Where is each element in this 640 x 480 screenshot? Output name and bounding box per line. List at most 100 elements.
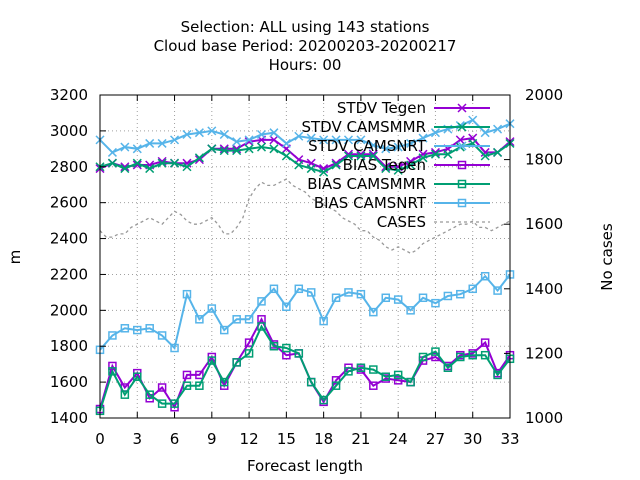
data-point bbox=[480, 151, 490, 161]
data-point bbox=[244, 315, 254, 324]
data-point bbox=[244, 349, 254, 358]
x-tick-label: 24 bbox=[389, 430, 408, 448]
data-point bbox=[369, 307, 378, 317]
data-point bbox=[368, 151, 378, 161]
chart-title-line: Cloud base Period: 20200203-20200217 bbox=[154, 37, 457, 55]
legend-label: BIAS CAMSMMR bbox=[307, 175, 426, 193]
y2-tick-label: 1800 bbox=[525, 151, 563, 169]
y2-tick-label: 1600 bbox=[525, 215, 563, 233]
series-line bbox=[99, 273, 511, 351]
y-tick-label: 2400 bbox=[50, 230, 88, 248]
data-point bbox=[493, 370, 502, 380]
data-point bbox=[120, 162, 130, 172]
data-point bbox=[430, 149, 440, 159]
y-tick-label: 1600 bbox=[50, 373, 88, 391]
data-point bbox=[381, 164, 391, 174]
data-point bbox=[418, 293, 428, 303]
data-point bbox=[468, 350, 477, 360]
data-point bbox=[282, 343, 291, 353]
data-point bbox=[368, 140, 378, 150]
x-tick-label: 15 bbox=[277, 430, 296, 448]
data-point bbox=[157, 399, 167, 408]
data-point bbox=[406, 138, 416, 148]
y-tick-label: 2600 bbox=[50, 194, 88, 212]
data-point bbox=[393, 370, 403, 380]
data-point bbox=[170, 135, 180, 145]
data-point bbox=[182, 289, 192, 299]
x-tick-label: 21 bbox=[351, 430, 370, 448]
axis-ticks: 0 3 6 9 12 15 18 21 24 27 30 33 1400 1600 1800 2000 2200… bbox=[50, 86, 563, 448]
data-point bbox=[331, 381, 341, 390]
data-point bbox=[319, 316, 328, 326]
data-point bbox=[381, 162, 391, 172]
data-point bbox=[145, 138, 155, 148]
data-point bbox=[356, 289, 366, 299]
data-point bbox=[480, 271, 490, 281]
data-point bbox=[418, 153, 428, 163]
data-point bbox=[120, 164, 130, 174]
legend-label: STDV CAMSNRT bbox=[308, 137, 427, 155]
y-tick-label: 2800 bbox=[50, 158, 88, 176]
data-point bbox=[207, 126, 217, 136]
data-point bbox=[331, 293, 341, 303]
y2-tick-label: 1400 bbox=[525, 280, 563, 298]
data-point bbox=[294, 160, 304, 170]
data-point bbox=[269, 128, 279, 138]
series-line bbox=[99, 324, 511, 412]
x-tick-label: 0 bbox=[95, 430, 105, 448]
data-point bbox=[443, 291, 453, 301]
legend-label: STDV Tegen bbox=[337, 99, 426, 117]
data-point bbox=[418, 149, 428, 159]
data-point bbox=[369, 365, 378, 374]
chart-title-line: Selection: ALL using 143 stations bbox=[181, 18, 430, 36]
data-point bbox=[356, 363, 366, 373]
data-point bbox=[344, 288, 353, 297]
x-tick-label: 9 bbox=[207, 430, 217, 448]
y2-tick-label: 1200 bbox=[525, 344, 563, 362]
data-point bbox=[393, 142, 403, 152]
y-tick-label: 3200 bbox=[50, 86, 88, 104]
data-point bbox=[431, 347, 440, 356]
data-point bbox=[133, 372, 142, 381]
data-point bbox=[232, 146, 242, 156]
data-point bbox=[406, 160, 416, 170]
data-point bbox=[430, 128, 440, 138]
data-point bbox=[132, 158, 142, 168]
data-point bbox=[480, 147, 490, 157]
data-point bbox=[480, 338, 490, 347]
data-point bbox=[120, 390, 130, 399]
data-point bbox=[269, 144, 279, 154]
series-line bbox=[99, 118, 511, 154]
data-point bbox=[157, 383, 167, 392]
data-point bbox=[120, 142, 130, 152]
data-point bbox=[294, 284, 304, 294]
chart-title-line: Hours: 00 bbox=[269, 56, 342, 74]
data-point bbox=[157, 158, 167, 168]
data-point bbox=[195, 381, 204, 390]
data-point bbox=[108, 367, 117, 376]
legend-label: BIAS CAMSNRT bbox=[314, 194, 427, 212]
data-point bbox=[257, 322, 266, 331]
data-point bbox=[493, 286, 502, 295]
data-point bbox=[182, 381, 192, 390]
data-point bbox=[457, 160, 467, 170]
data-point bbox=[145, 390, 154, 399]
data-point bbox=[343, 135, 354, 145]
data-point bbox=[219, 377, 229, 387]
series-bias-camsnrt bbox=[95, 270, 515, 355]
data-point bbox=[457, 141, 467, 151]
data-point bbox=[306, 377, 316, 387]
data-point bbox=[170, 399, 179, 408]
data-point bbox=[145, 324, 154, 333]
x-tick-label: 12 bbox=[240, 430, 259, 448]
data-point bbox=[232, 137, 242, 147]
series-stdv-camsmmr bbox=[95, 138, 515, 177]
legend-label: CASES bbox=[377, 213, 426, 231]
data-point bbox=[294, 349, 304, 358]
data-point bbox=[133, 325, 142, 335]
data-point bbox=[170, 343, 179, 353]
data-point bbox=[381, 293, 391, 303]
